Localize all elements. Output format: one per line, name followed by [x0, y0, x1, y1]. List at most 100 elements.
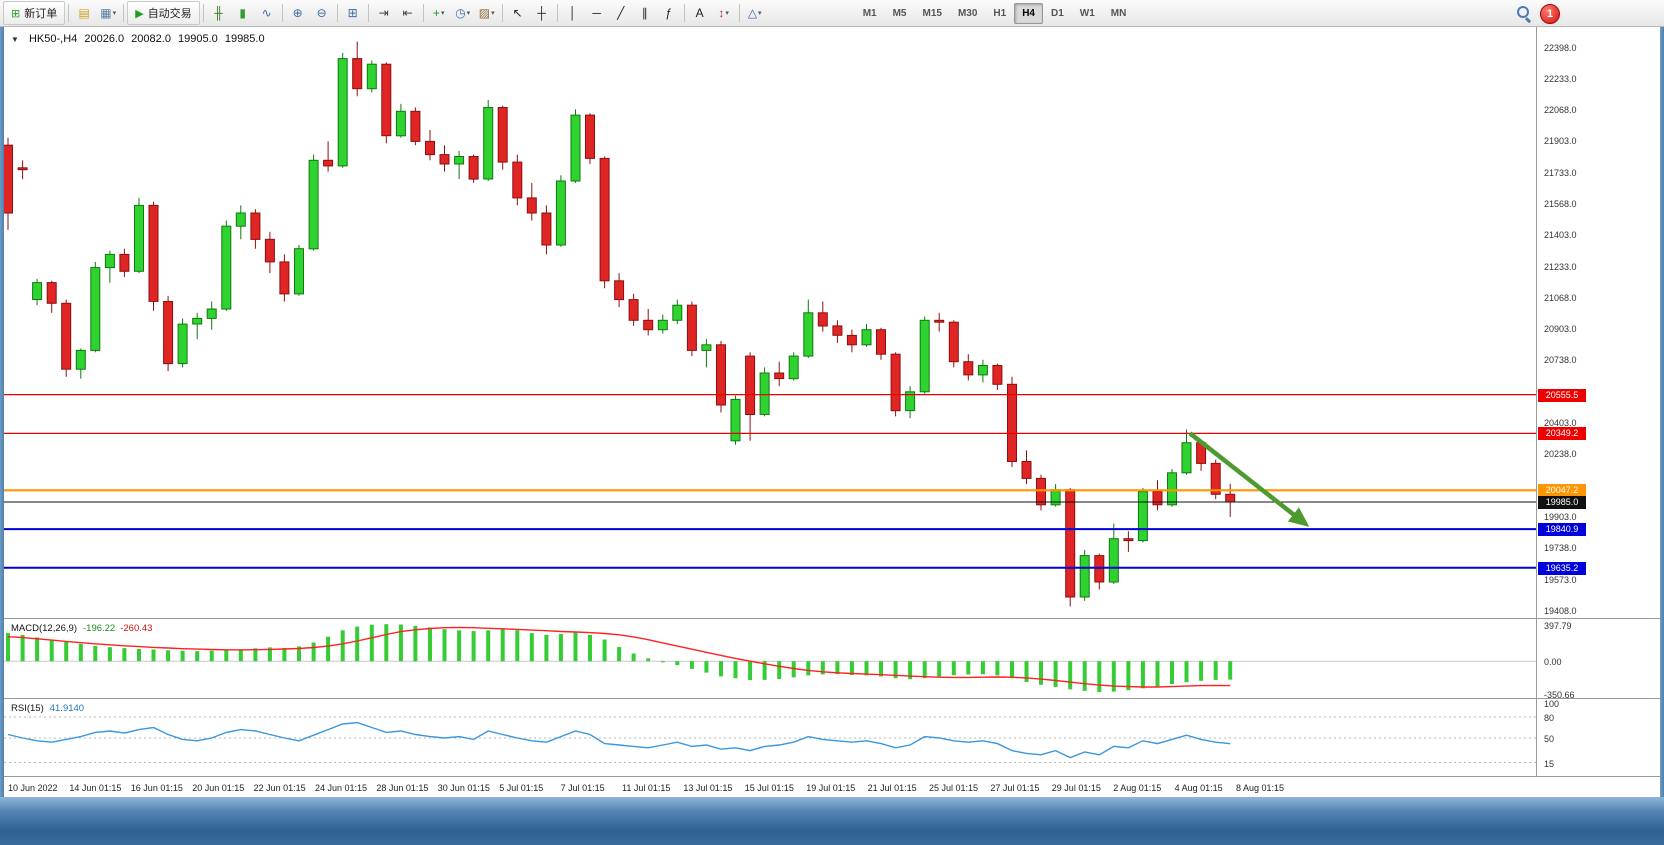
macd-bar: [573, 632, 578, 662]
axis-label: 20238.0: [1544, 449, 1577, 460]
macd-bar: [937, 661, 942, 677]
macd-indicator-chart[interactable]: [4, 620, 1536, 698]
arrows-tool-icon[interactable]: ↕ ▾: [718, 6, 729, 20]
toolbar-separator: [281, 4, 283, 22]
tf-m5[interactable]: M5: [892, 7, 907, 19]
candle: [4, 144, 13, 214]
horizontal-line-icon[interactable]: ─: [592, 6, 601, 20]
bar-chart-icon[interactable]: ╫: [214, 6, 223, 20]
tf-m1[interactable]: M1: [862, 7, 877, 19]
channel-icon[interactable]: ∥: [641, 6, 648, 20]
shapes-icon[interactable]: △ ▾: [747, 6, 762, 20]
notification-badge[interactable]: 1: [1540, 4, 1560, 24]
macd-main-value: -196.22: [83, 623, 116, 634]
chart-shift-icon[interactable]: ⇤: [402, 6, 413, 20]
price-level-badge: 19635.2: [1538, 561, 1586, 575]
time-axis-label: 5 Jul 01:15: [499, 783, 544, 793]
axis-label: 19738.0: [1544, 543, 1577, 554]
line-chart-icon[interactable]: ∿: [261, 6, 272, 20]
zoom-in-icon[interactable]: ⊕: [292, 6, 303, 20]
candlestick-icon[interactable]: ▮: [239, 6, 246, 20]
macd-bar: [238, 649, 243, 662]
macd-bar: [137, 648, 141, 662]
macd-label: MACD(12,26,9) -196.22 -260.43: [11, 623, 152, 634]
candle: [934, 319, 945, 323]
candle: [599, 157, 610, 282]
time-axis-label: 19 Jul 01:15: [806, 783, 856, 793]
macd-bar: [486, 630, 491, 662]
time-axis-label: 22 Jun 01:15: [253, 783, 306, 793]
candle: [759, 372, 770, 415]
crosshair-icon[interactable]: ┼: [537, 6, 546, 20]
trend-arrow[interactable]: [1188, 431, 1310, 527]
candle: [555, 180, 566, 246]
axis-label: 100: [1544, 699, 1560, 709]
candle: [817, 312, 828, 327]
rsi-name: RSI(15): [11, 703, 44, 714]
macd-bar: [806, 661, 811, 676]
new-order-button[interactable]: ⊞ 新订单: [3, 1, 66, 25]
candle: [454, 156, 465, 165]
tf-h4[interactable]: H4: [1014, 2, 1043, 24]
vertical-line-icon[interactable]: │: [568, 6, 577, 20]
new-chart-icon[interactable]: ▤: [78, 6, 90, 20]
price-axis[interactable]: 22398.0 22233.0 22068.0 21903.0 21733.0 21568…: [1536, 26, 1661, 776]
profiles-icon[interactable]: ▦ ▾: [100, 6, 117, 20]
candle: [148, 204, 159, 302]
text-tool-icon[interactable]: A: [695, 6, 704, 20]
macd-bar: [733, 661, 738, 679]
indicators-icon[interactable]: + ▾: [432, 6, 445, 20]
price-chart[interactable]: [4, 26, 1536, 618]
one-click-collapse-icon[interactable]: ▼: [11, 35, 19, 44]
candle: [410, 110, 421, 142]
tf-m30[interactable]: M30: [957, 7, 978, 19]
cursor-icon[interactable]: ↖: [512, 6, 523, 20]
periods-icon[interactable]: ◷ ▾: [455, 6, 471, 20]
templates-icon[interactable]: ▨ ▾: [478, 6, 495, 20]
chevron-down-icon: ▾: [725, 10, 729, 17]
toolbar-separator: [501, 4, 503, 22]
search-icon[interactable]: [1516, 5, 1532, 21]
high-value: 20082.0: [131, 33, 171, 45]
zoom-out-icon[interactable]: ⊖: [316, 6, 327, 20]
time-axis[interactable]: 10 Jun 2022 14 Jun 01:15 16 Jun 01:15 20 Ju…: [4, 776, 1660, 798]
macd-bar: [893, 661, 898, 679]
rsi-indicator-chart[interactable]: [4, 700, 1536, 776]
tf-w1[interactable]: W1: [1079, 7, 1095, 19]
macd-bar: [413, 625, 418, 662]
tf-mn[interactable]: MN: [1110, 7, 1127, 19]
macd-bar: [326, 636, 331, 662]
tf-h1[interactable]: H1: [993, 7, 1007, 19]
chevron-down-icon: ▾: [112, 10, 117, 17]
candle: [1021, 461, 1032, 479]
candle: [90, 267, 101, 351]
candle: [61, 302, 72, 370]
macd-bar: [500, 629, 505, 662]
candle: [1007, 383, 1017, 462]
candle: [221, 225, 232, 310]
candle: [46, 282, 57, 304]
macd-bar: [442, 629, 447, 662]
tf-m15[interactable]: M15: [922, 7, 942, 19]
macd-bar: [675, 661, 680, 666]
candle: [250, 212, 261, 240]
axis-label: -350.66: [1544, 690, 1575, 700]
auto-trading-button[interactable]: ▶ 自动交易: [127, 1, 200, 25]
macd-bar: [748, 661, 753, 681]
macd-bar: [457, 630, 462, 662]
toolbar-separator: [738, 4, 740, 22]
macd-bar: [980, 661, 985, 675]
tf-d1[interactable]: D1: [1051, 7, 1064, 19]
axis-label: 21403.0: [1544, 230, 1577, 240]
candle: [425, 140, 435, 156]
symbol-label: HK50-,H4: [28, 33, 78, 45]
macd-bar: [1068, 661, 1073, 690]
tile-windows-icon[interactable]: ⊞: [347, 6, 358, 20]
macd-name: MACD(12,26,9): [11, 623, 77, 634]
candle: [861, 329, 872, 346]
price-level-badge: 20555.5: [1538, 388, 1586, 402]
axis-label: 22398.0: [1544, 42, 1577, 53]
trendline-icon[interactable]: ╱: [617, 6, 625, 20]
auto-scroll-icon[interactable]: ⇥: [378, 6, 389, 20]
fibonacci-icon[interactable]: ƒ: [665, 6, 673, 20]
